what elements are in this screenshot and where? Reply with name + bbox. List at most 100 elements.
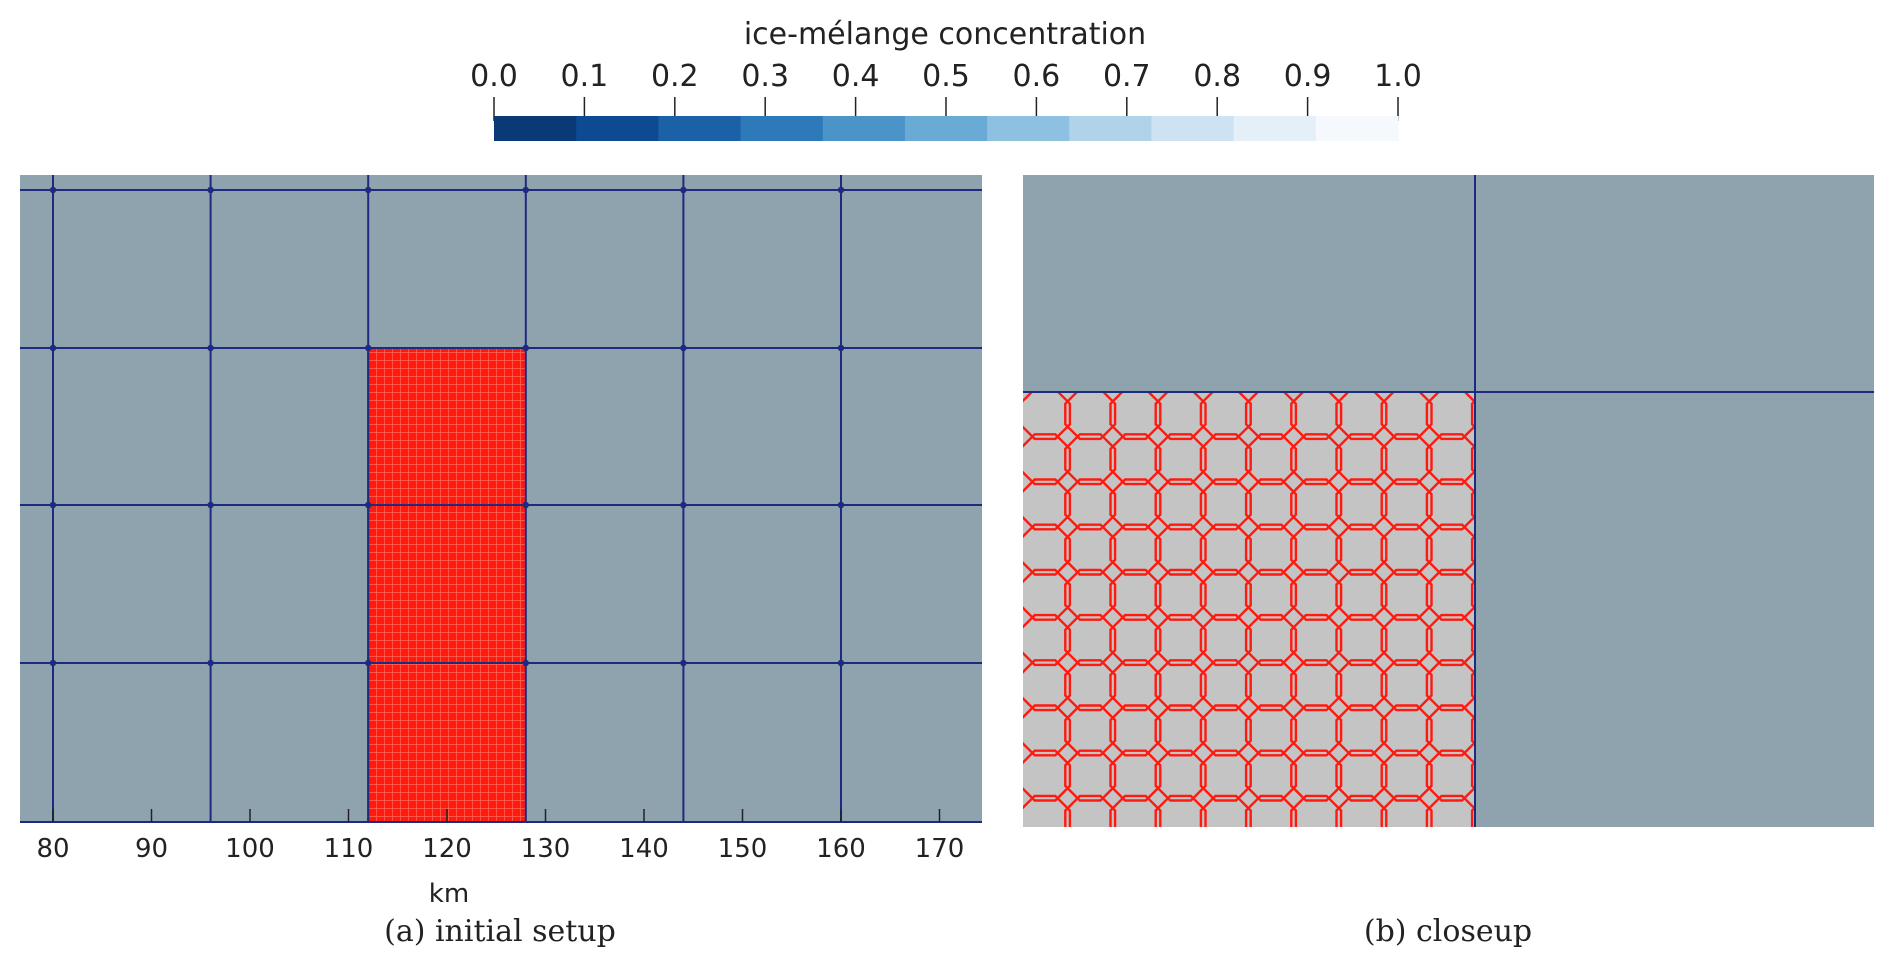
grid-node bbox=[207, 344, 214, 352]
cell-outline bbox=[1154, 659, 1207, 712]
grid-node bbox=[49, 659, 57, 667]
colorbar-swatches bbox=[494, 116, 1399, 141]
cell-outline bbox=[1380, 523, 1433, 576]
cell-outline bbox=[1244, 749, 1298, 802]
panel-b-caption: (b) closeup bbox=[1364, 914, 1532, 949]
colorbar-swatch bbox=[576, 116, 659, 141]
colorbar-swatch bbox=[1233, 116, 1317, 141]
colorbar-swatch bbox=[494, 116, 577, 141]
cell-outline bbox=[1335, 749, 1388, 802]
panel-a-x-ticks: 80 90 100 110 120 130 140 150 160 170 bbox=[36, 809, 964, 864]
cell-outline bbox=[1199, 568, 1252, 621]
colorbar-tick-label: 0.7 bbox=[1103, 59, 1151, 94]
cell-outline bbox=[1244, 794, 1298, 827]
colorbar-tick-label: 0.2 bbox=[651, 59, 699, 94]
cell-outline bbox=[1154, 613, 1207, 667]
grid-node bbox=[837, 186, 845, 194]
cell-outline bbox=[1023, 659, 1072, 712]
cell-outline bbox=[1109, 568, 1162, 621]
cell-outline bbox=[1023, 613, 1072, 667]
cell-outline bbox=[1380, 794, 1433, 827]
cell-outline bbox=[1290, 433, 1343, 486]
grid-node bbox=[49, 344, 57, 352]
colorbar-tick-label: 0.3 bbox=[741, 59, 789, 94]
cell-outline bbox=[1425, 478, 1475, 531]
colorbar: ice-mélange concentration 0.0 0.1 0.2 0.3 0.… bbox=[470, 17, 1422, 141]
x-tick-label: 100 bbox=[225, 834, 275, 864]
grid-node bbox=[837, 659, 845, 667]
x-tick-label: 90 bbox=[135, 834, 168, 864]
cell-outline bbox=[1109, 704, 1162, 757]
grid-node bbox=[207, 501, 214, 509]
cell-outline bbox=[1109, 523, 1162, 576]
grid-node bbox=[365, 501, 372, 509]
panel-b: (b) closeup bbox=[1023, 175, 1874, 949]
cell-outline bbox=[1244, 478, 1298, 531]
cell-outline bbox=[1109, 392, 1162, 441]
cell-outline bbox=[1023, 523, 1072, 576]
cell-outline bbox=[1425, 523, 1475, 576]
cell-outline bbox=[1199, 433, 1252, 486]
cell-outline bbox=[1064, 613, 1117, 667]
grid-node bbox=[365, 186, 372, 194]
grid-node bbox=[207, 659, 214, 667]
cell-outline bbox=[1199, 794, 1252, 827]
cell-outline bbox=[1199, 523, 1252, 576]
colorbar-tick-label: 0.8 bbox=[1193, 59, 1241, 94]
colorbar-tick-label: 1.0 bbox=[1374, 59, 1422, 94]
cell-outline bbox=[1109, 659, 1162, 712]
colorbar-tick-label: 0.0 bbox=[470, 59, 518, 94]
cell-outline bbox=[1380, 659, 1433, 712]
cell-outline bbox=[1064, 433, 1117, 486]
cell-outline bbox=[1470, 625, 1475, 655]
cell-outline bbox=[1023, 704, 1072, 757]
cell-outline bbox=[1244, 568, 1298, 621]
colorbar-tick-label: 0.4 bbox=[832, 59, 880, 94]
cell-outline bbox=[1290, 704, 1343, 757]
cell-outline bbox=[1154, 478, 1207, 531]
cell-outline bbox=[1199, 749, 1252, 802]
colorbar-swatch bbox=[740, 116, 824, 141]
cell-outline bbox=[1199, 659, 1252, 712]
cell-outline bbox=[1064, 392, 1117, 441]
colorbar-swatch bbox=[822, 116, 906, 141]
cell-outline bbox=[1023, 478, 1072, 531]
grid-node bbox=[49, 501, 57, 509]
panel-b-cell-outlines bbox=[1023, 392, 1475, 827]
colorbar-swatch bbox=[658, 116, 742, 141]
grid-node bbox=[837, 344, 845, 352]
cell-outline bbox=[1290, 794, 1343, 827]
cell-outline bbox=[1064, 749, 1117, 802]
panel-a-caption: (a) initial setup bbox=[384, 914, 616, 949]
cell-outline bbox=[1425, 613, 1475, 667]
cell-outline bbox=[1380, 704, 1433, 757]
grid-node bbox=[837, 501, 845, 509]
cell-outline bbox=[1023, 433, 1072, 486]
cell-outline bbox=[1290, 749, 1343, 802]
cell-outline bbox=[1023, 749, 1072, 802]
cell-outline bbox=[1244, 392, 1298, 441]
cell-outline bbox=[1425, 794, 1475, 827]
cell-outline bbox=[1199, 392, 1252, 441]
colorbar-tick-label: 0.5 bbox=[922, 59, 970, 94]
cell-outline bbox=[1290, 523, 1343, 576]
cell-outline bbox=[1244, 523, 1298, 576]
cell-outline bbox=[1470, 489, 1475, 520]
colorbar-tick-label: 0.6 bbox=[1013, 59, 1061, 94]
colorbar-tick-label: 0.9 bbox=[1284, 59, 1332, 94]
cell-outline bbox=[1064, 523, 1117, 576]
colorbar-swatch bbox=[987, 116, 1070, 141]
cell-outline bbox=[1470, 444, 1475, 475]
cell-outline bbox=[1470, 399, 1475, 429]
panel-a-grid bbox=[20, 175, 982, 822]
grid-node bbox=[680, 186, 687, 194]
cell-outline bbox=[1199, 478, 1252, 531]
cell-outline bbox=[1244, 704, 1298, 757]
cell-outline bbox=[1064, 659, 1117, 712]
colorbar-swatch bbox=[1315, 116, 1399, 141]
cell-outline bbox=[1064, 478, 1117, 531]
cell-outline bbox=[1109, 433, 1162, 486]
x-tick-label: 80 bbox=[36, 834, 69, 864]
grid-node bbox=[680, 659, 687, 667]
cell-outline bbox=[1335, 392, 1388, 441]
